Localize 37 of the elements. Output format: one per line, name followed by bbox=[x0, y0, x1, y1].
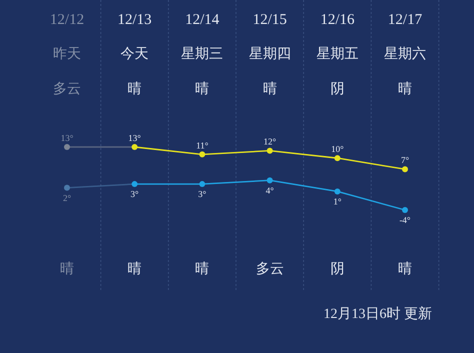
annotation: 今天 bbox=[120, 47, 149, 62]
category: 12/16 bbox=[320, 12, 354, 28]
annotation: 晴 bbox=[128, 82, 142, 97]
annotation: 晴 bbox=[195, 262, 210, 277]
annotation: 晴 bbox=[398, 82, 412, 97]
annotation: 星期四 bbox=[248, 47, 291, 62]
value-label: 4° bbox=[266, 185, 274, 196]
value-label: 3° bbox=[130, 189, 139, 200]
value-label: -4° bbox=[399, 215, 411, 225]
value-label: 13° bbox=[128, 133, 141, 143]
category: 12/12 bbox=[50, 12, 84, 28]
annotation: 12月13日6时 更新 bbox=[324, 307, 432, 322]
category: 12/14 bbox=[185, 12, 220, 28]
annotation: 晴 bbox=[262, 82, 277, 97]
annotation: 多云 bbox=[53, 82, 81, 97]
category: 12/13 bbox=[118, 12, 152, 28]
annotation: 星期六 bbox=[384, 47, 426, 62]
annotation: 晴 bbox=[60, 262, 74, 277]
annotation: 星期三 bbox=[181, 47, 224, 62]
value-label: 7° bbox=[400, 155, 410, 166]
annotation: 阴 bbox=[330, 82, 344, 97]
annotation: 星期五 bbox=[316, 47, 358, 62]
annotation: 晴 bbox=[195, 82, 210, 97]
value-label: 10° bbox=[331, 144, 344, 154]
value-label: 1° bbox=[333, 196, 342, 206]
value-label: 2° bbox=[62, 192, 72, 203]
annotation: 昨天 bbox=[53, 47, 81, 62]
annotation: 阴 bbox=[330, 262, 344, 277]
value-label: 12° bbox=[264, 136, 276, 147]
value-label: 3° bbox=[198, 189, 206, 200]
value-label: 11° bbox=[196, 140, 208, 150]
value-label: 13° bbox=[60, 133, 74, 143]
annotation: 晴 bbox=[128, 262, 142, 277]
annotation: 晴 bbox=[398, 262, 412, 277]
annotation: 多云 bbox=[256, 262, 284, 277]
category: 12/17 bbox=[388, 12, 422, 28]
category: 12/15 bbox=[252, 12, 287, 28]
